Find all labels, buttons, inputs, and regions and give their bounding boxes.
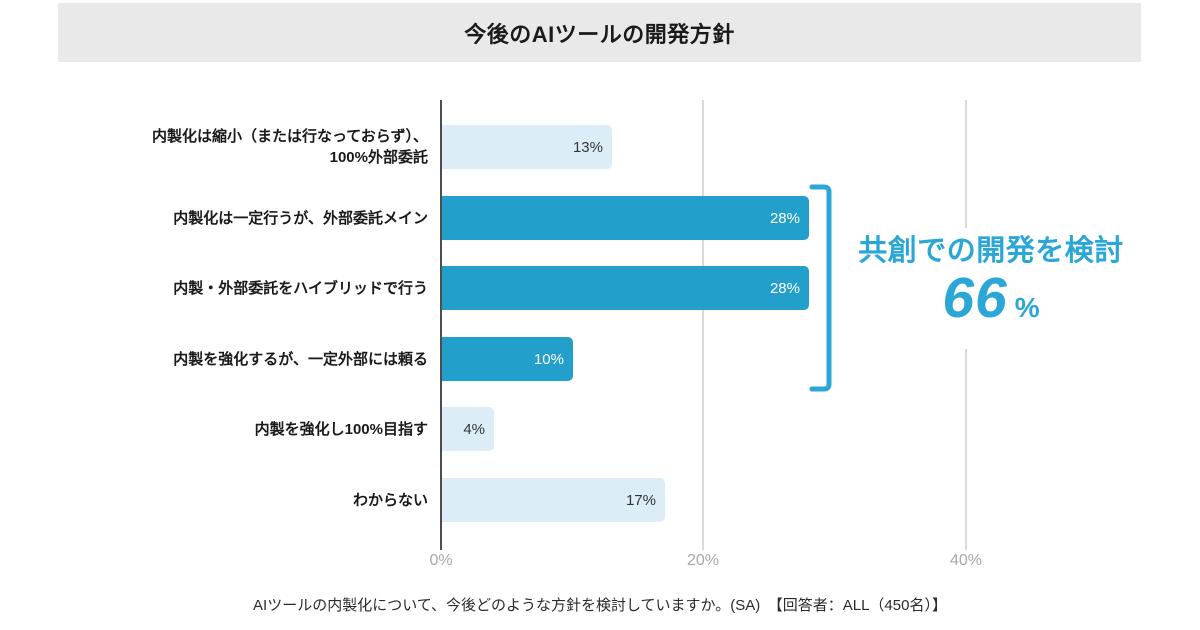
bar: 17% [442,478,665,522]
bar-category-label: 内製を強化するが、一定外部には頼る [173,350,428,368]
group-bracket [809,184,832,392]
bar-row: 内製を強化するが、一定外部には頼る 10% [0,337,1200,381]
chart-title: 今後のAIツールの開発方針 [464,21,735,47]
bar-row: 内製化は縮小（または行なっておらず）、 100%外部委託 13% [0,125,1200,169]
bar-value-label: 10% [533,350,564,368]
annotation-label: 共創での開発を検討 [858,235,1124,267]
bar-value-label: 13% [572,138,603,156]
bar-row: 内製・外部委託をハイブリッドで行う 28% [0,266,1200,310]
bar-category-label: 内製化は縮小（または行なっておらず）、 100%外部委託 [151,128,428,166]
bar: 10% [442,337,573,381]
bar-value-label: 17% [625,491,656,509]
bar: 4% [442,407,494,451]
bar-row: わからない 17% [0,478,1200,522]
annotation-unit: % [1014,292,1040,323]
survey-question-footnote: AIツールの内製化について、今後どのような方針を検討していますか。(SA) 【回… [253,597,947,614]
bar-row: 内製化は一定行うが、外部委託メイン 28% [0,196,1200,240]
gridline-20pct [702,100,704,550]
x-tick-20: 20% [686,552,720,569]
x-tick-40: 40% [949,552,983,569]
chart-title-banner: 今後のAIツールの開発方針 [58,3,1141,62]
annotation-co-creation: 共創での開発を検討 66% [845,228,1137,349]
annotation-value-row: 66% [845,270,1137,339]
bar-category-label: 内製を強化し100%目指す [254,420,428,438]
bar-category-label: わからない [352,491,428,509]
y-axis-line [440,100,442,550]
bar: 13% [442,125,612,169]
bar-row: 内製を強化し100%目指す 4% [0,407,1200,451]
annotation-value: 66 [942,266,1008,330]
bar-category-label: 内製化は一定行うが、外部委託メイン [173,209,428,227]
bar: 28% [442,196,809,240]
x-tick-0: 0% [429,552,453,569]
bar-category-label: 内製・外部委託をハイブリッドで行う [173,279,428,297]
bar-value-label: 28% [769,209,800,227]
bar-value-label: 28% [769,279,800,297]
bar-value-label: 4% [463,420,485,438]
bar: 28% [442,266,809,310]
